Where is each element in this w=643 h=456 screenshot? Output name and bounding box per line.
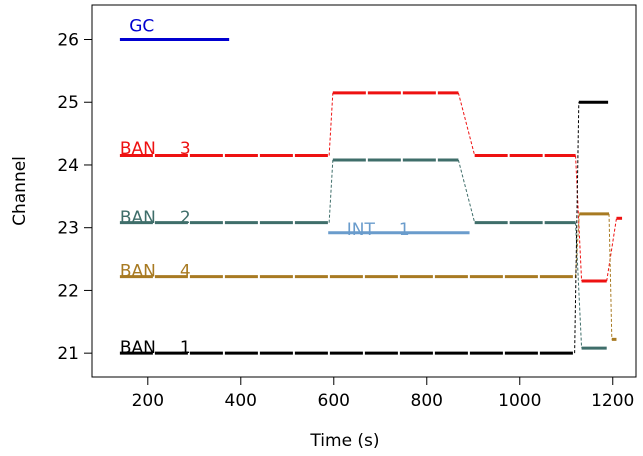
series-connector — [457, 159, 476, 223]
series-ban-3: BAN 3 — [119, 91, 623, 283]
x-axis: 200 400 600 800 1000 1200 — [132, 377, 634, 411]
series-int-1: INT 1 — [328, 220, 470, 240]
series-label: BAN 2 — [120, 208, 191, 228]
series-connector — [574, 102, 580, 354]
series-label-part: 1 — [399, 220, 410, 240]
series-label-part: BAN — [120, 208, 156, 228]
series-connector — [575, 222, 583, 349]
x-tick-label: 200 — [132, 391, 164, 411]
series-label-part: INT — [347, 220, 376, 240]
series-label: BAN 4 — [120, 261, 191, 281]
y-tick-label: 21 — [57, 344, 79, 364]
series-connector — [328, 92, 334, 156]
y-tick-label: 24 — [57, 156, 79, 176]
series-label-part: BAN — [120, 139, 156, 159]
series-label-part: 2 — [180, 208, 191, 228]
series-layer: GC BAN 3 BAN 2 INT 1 BAN 4 BAN 1 — [119, 17, 623, 358]
x-tick-label: 400 — [225, 391, 257, 411]
series-label-part: GC — [129, 17, 154, 37]
x-tick-label: 600 — [318, 391, 350, 411]
y-tick-label: 26 — [57, 31, 79, 51]
series-connector — [457, 92, 476, 156]
x-axis-label: Time (s) — [309, 431, 379, 451]
series-label: INT 1 — [347, 220, 410, 240]
series-label: BAN 1 — [120, 338, 191, 358]
y-axis-label: Channel — [10, 156, 30, 226]
series-gc: GC — [119, 17, 230, 42]
series-label-part: 3 — [180, 139, 191, 159]
series-connector — [328, 159, 334, 223]
series-connector — [606, 218, 617, 282]
y-tick-label: 22 — [57, 281, 79, 301]
x-tick-label: 1000 — [498, 391, 541, 411]
x-tick-label: 800 — [411, 391, 443, 411]
y-tick-label: 23 — [57, 219, 79, 239]
series-connector — [575, 155, 583, 282]
plot-frame — [91, 4, 637, 378]
series-label: GC — [129, 17, 154, 37]
series-ban-1: BAN 1 — [119, 100, 609, 358]
series-label-part: BAN — [120, 338, 156, 358]
series-label-part: 1 — [180, 338, 191, 358]
y-tick-label: 25 — [57, 93, 79, 113]
x-tick-label: 1200 — [591, 391, 634, 411]
y-axis: 21 22 23 24 25 26 — [57, 31, 92, 364]
series-ban-2: BAN 2 — [119, 158, 607, 350]
series-label-part: BAN — [120, 261, 156, 281]
series-connector — [608, 213, 613, 340]
series-label-part: 4 — [180, 261, 191, 281]
series-label: BAN 3 — [120, 139, 191, 159]
